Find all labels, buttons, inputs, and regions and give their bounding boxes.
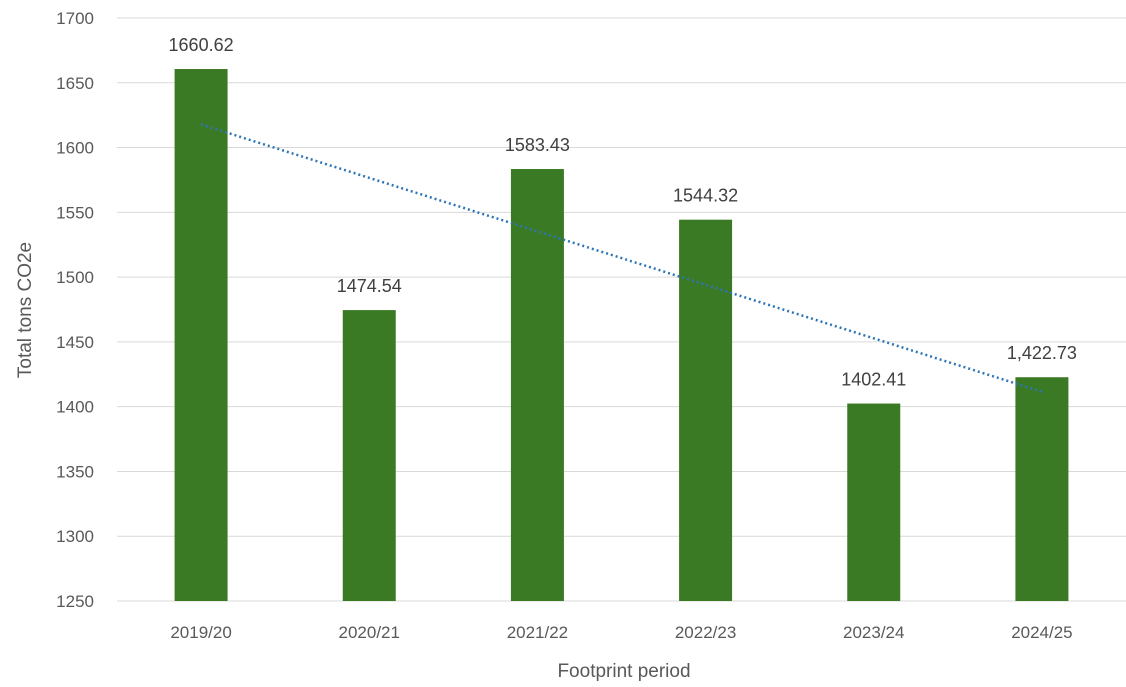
x-tick-label: 2019/20 bbox=[170, 623, 231, 642]
y-tick-label: 1250 bbox=[56, 592, 94, 611]
data-label: 1,422.73 bbox=[1007, 343, 1077, 363]
x-tick-label: 2022/23 bbox=[675, 623, 736, 642]
x-tick-label: 2021/22 bbox=[507, 623, 568, 642]
data-label: 1544.32 bbox=[673, 186, 738, 206]
x-tick-label: 2023/24 bbox=[843, 623, 904, 642]
bar-2023-24 bbox=[847, 403, 901, 601]
data-label: 1660.62 bbox=[169, 35, 234, 55]
data-label: 1402.41 bbox=[841, 370, 906, 390]
y-tick-label: 1450 bbox=[56, 333, 94, 352]
bar-2019-20 bbox=[174, 69, 228, 601]
y-tick-label: 1600 bbox=[56, 139, 94, 158]
y-tick-label: 1300 bbox=[56, 527, 94, 546]
trendline-group bbox=[200, 123, 1043, 394]
y-tick-label: 1700 bbox=[56, 9, 94, 28]
y-tick-label: 1350 bbox=[56, 462, 94, 481]
data-label: 1583.43 bbox=[505, 135, 570, 155]
bars bbox=[174, 69, 1069, 602]
data-labels: 1660.62 1474.54 1583.43 1544.32 1402.41 1,422… bbox=[169, 35, 1077, 390]
x-axis-title: Footprint period bbox=[557, 661, 690, 682]
trendline bbox=[200, 123, 1043, 394]
y-axis-ticks: 1250 1300 1350 1400 1450 1500 1550 1600 1650 1700 bbox=[56, 9, 94, 611]
y-axis-title: Total tons CO2e bbox=[15, 242, 36, 378]
bar-2021-22 bbox=[510, 169, 564, 601]
y-tick-label: 1550 bbox=[56, 203, 94, 222]
x-tick-label: 2024/25 bbox=[1011, 623, 1072, 642]
y-tick-label: 1400 bbox=[56, 398, 94, 417]
y-tick-label: 1500 bbox=[56, 268, 94, 287]
data-label: 1474.54 bbox=[337, 276, 402, 296]
y-tick-label: 1650 bbox=[56, 74, 94, 93]
x-tick-label: 2020/21 bbox=[339, 623, 400, 642]
bar-2024-25 bbox=[1015, 377, 1069, 601]
bar-2022-23 bbox=[679, 219, 733, 602]
bar-2020-21 bbox=[342, 310, 396, 601]
x-axis-ticks: 2019/20 2020/21 2021/22 2022/23 2023/24 2024/… bbox=[170, 623, 1072, 642]
gridlines bbox=[117, 17, 1126, 602]
